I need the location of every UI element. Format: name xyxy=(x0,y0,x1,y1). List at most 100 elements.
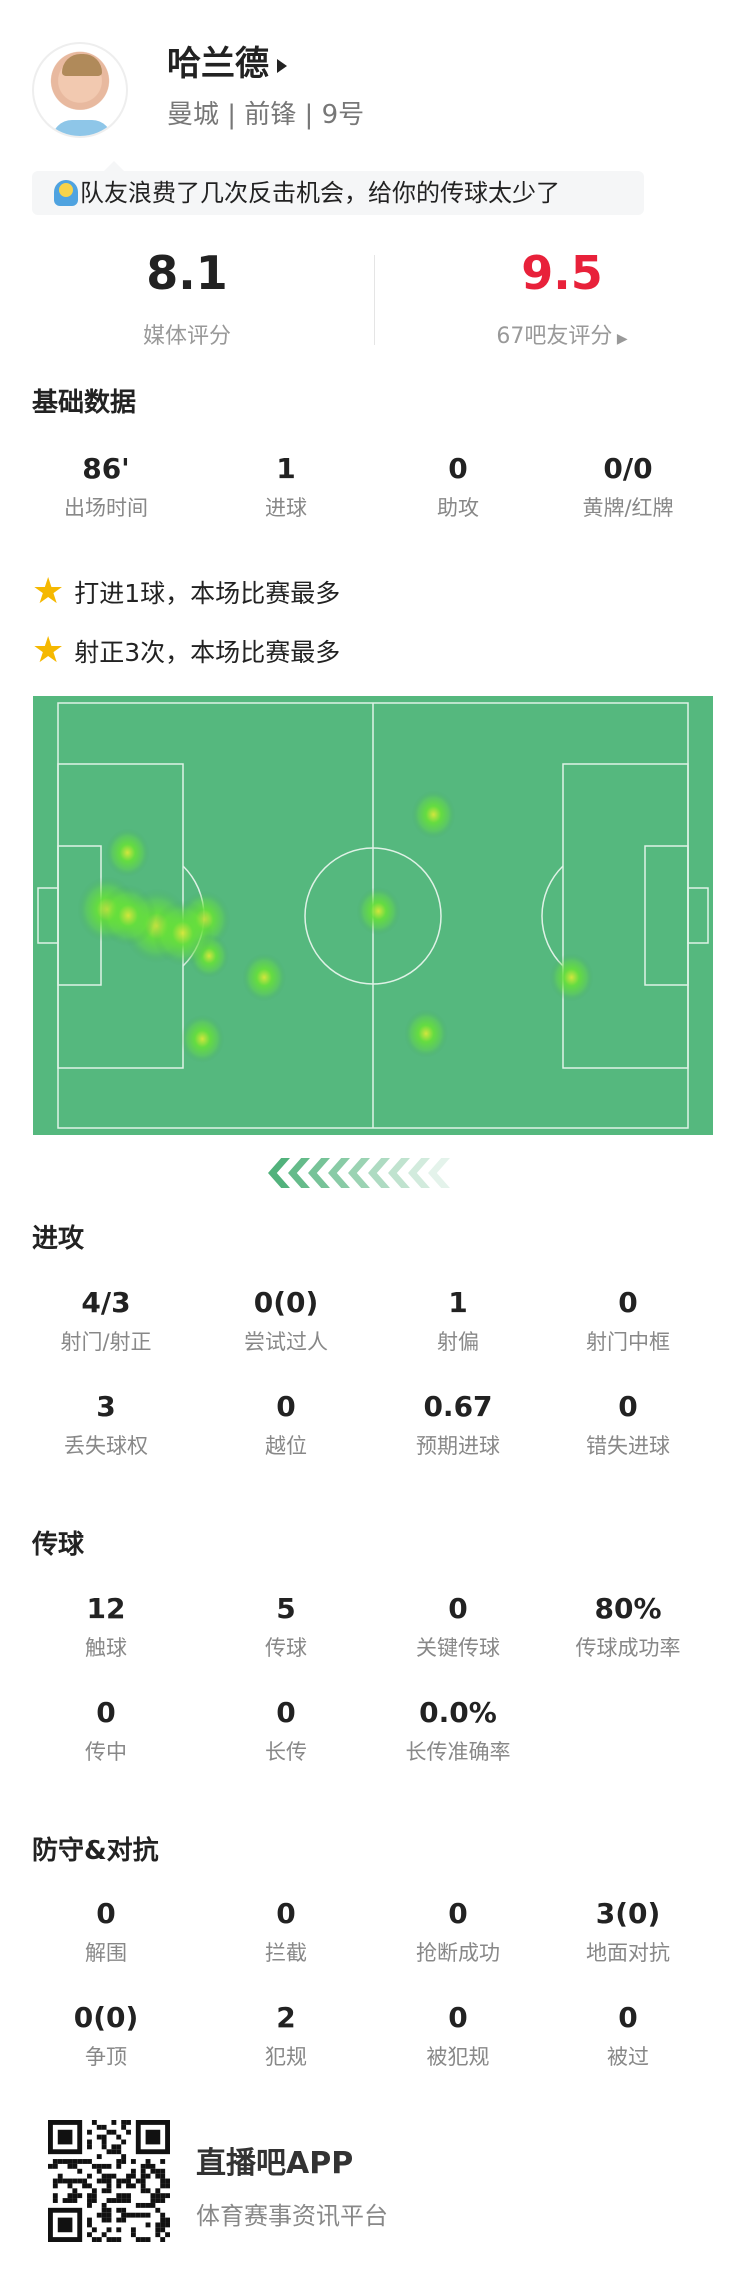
fan-rating: 9.5 xyxy=(521,246,603,300)
attack-direction-arrows xyxy=(268,1158,450,1188)
stat-label: 尝试过人 xyxy=(244,1330,328,1354)
stat-value: 0/0 xyxy=(603,452,653,485)
heat-spot xyxy=(549,953,594,1002)
stat-label: 犯规 xyxy=(265,2045,307,2069)
heat-spot xyxy=(411,790,456,839)
stat-label: 传中 xyxy=(85,1740,127,1764)
stat-value: 0 xyxy=(448,1592,468,1625)
highlight-text: 射正3次，本场比赛最多 xyxy=(74,638,341,667)
stat-label: 射门中框 xyxy=(586,1330,670,1354)
stat-value: 0 xyxy=(448,1897,468,1930)
app-slogan: 体育赛事资讯平台 xyxy=(196,2202,388,2230)
stat-value: 12 xyxy=(86,1592,126,1625)
heat-spot xyxy=(180,1014,225,1064)
media-rating: 8.1 xyxy=(146,246,228,300)
stat-label: 射门/射正 xyxy=(60,1330,152,1354)
stat-label: 丢失球权 xyxy=(64,1434,148,1458)
chevron-left-icon xyxy=(388,1158,410,1188)
stat-value: 2 xyxy=(276,2001,296,2034)
stat-value: 1 xyxy=(448,1286,468,1319)
section-title-attack: 进攻 xyxy=(32,1224,85,1254)
stat-value: 0 xyxy=(618,2001,638,2034)
stat-label: 抢断成功 xyxy=(416,1941,500,1965)
stat-value: 80% xyxy=(594,1592,662,1625)
stat-value: 0(0) xyxy=(253,1286,319,1319)
chevron-left-icon xyxy=(328,1158,350,1188)
stat-value: 0 xyxy=(448,452,468,485)
stat-label: 关键传球 xyxy=(416,1636,500,1660)
chevron-left-icon xyxy=(268,1158,290,1188)
stat-value: 5 xyxy=(276,1592,296,1625)
highlight-text: 打进1球，本场比赛最多 xyxy=(74,579,341,608)
chevron-left-icon xyxy=(408,1158,430,1188)
player-name: 哈兰德 xyxy=(167,44,269,84)
stat-label: 出场时间 xyxy=(64,496,148,520)
stat-label: 地面对抗 xyxy=(586,1941,670,1965)
stat-label: 触球 xyxy=(85,1636,127,1660)
stat-value: 0.67 xyxy=(423,1390,493,1423)
divider xyxy=(374,255,375,345)
chevron-left-icon xyxy=(428,1158,450,1188)
stat-label: 助攻 xyxy=(437,496,479,520)
heat-spot xyxy=(152,900,213,967)
stat-label: 解围 xyxy=(85,1941,127,1965)
player-avatar[interactable] xyxy=(32,42,128,138)
chevron-left-icon xyxy=(288,1158,310,1188)
stat-value: 0 xyxy=(618,1286,638,1319)
heat-spot xyxy=(404,1009,449,1058)
player-name-link[interactable]: 哈兰德 xyxy=(167,36,287,85)
caret-right-icon: ▶ xyxy=(612,331,628,347)
chevron-left-icon xyxy=(348,1158,370,1188)
chevron-left-icon xyxy=(308,1158,330,1188)
stat-label: 传球 xyxy=(265,1636,307,1660)
stat-value: 3(0) xyxy=(595,1897,661,1930)
stat-label: 越位 xyxy=(265,1434,307,1458)
stat-label: 进球 xyxy=(265,496,307,520)
stat-label: 错失进球 xyxy=(586,1434,670,1458)
stat-value: 0 xyxy=(96,1696,116,1729)
stat-label: 射偏 xyxy=(437,1330,479,1354)
stat-value: 0 xyxy=(448,2001,468,2034)
stat-label: 预期进球 xyxy=(416,1434,500,1458)
stat-value: 0 xyxy=(276,1897,296,1930)
stat-value: 4/3 xyxy=(81,1286,131,1319)
stat-label: 被过 xyxy=(607,2045,649,2069)
emoji-icon xyxy=(54,180,78,206)
stat-label: 拦截 xyxy=(265,1941,307,1965)
caret-right-icon xyxy=(277,58,287,73)
stat-label: 长传准确率 xyxy=(405,1740,511,1764)
star-icon: ★ xyxy=(32,571,65,612)
app-name: 直播吧APP xyxy=(196,2146,354,2181)
heatmap-pitch xyxy=(33,696,713,1135)
stat-label: 传球成功率 xyxy=(575,1636,681,1660)
player-subtitle: 曼城 | 前锋 | 9号 xyxy=(167,100,365,130)
heat-spot xyxy=(356,886,401,936)
star-icon: ★ xyxy=(32,630,65,671)
stat-label: 被犯规 xyxy=(426,2045,490,2069)
media-rating-label: 媒体评分 xyxy=(142,324,231,349)
heat-spot xyxy=(242,953,287,1002)
stat-label: 黄牌/红牌 xyxy=(582,496,674,520)
chevron-left-icon xyxy=(368,1158,390,1188)
stat-value: 0.0% xyxy=(419,1696,497,1729)
section-title-basic: 基础数据 xyxy=(32,388,137,418)
highlight-item: ★ 射正3次，本场比赛最多 xyxy=(32,633,340,669)
section-title-passing: 传球 xyxy=(32,1530,85,1560)
heat-spots xyxy=(77,790,594,1064)
stat-label: 争顶 xyxy=(85,2045,127,2069)
stat-value: 3 xyxy=(96,1390,116,1423)
stat-value: 0(0) xyxy=(73,2001,139,2034)
stat-value: 0 xyxy=(618,1390,638,1423)
section-title-defense: 防守&对抗 xyxy=(32,1836,159,1866)
comment-bubble: 队友浪费了几次反击机会，给你的传球太少了 xyxy=(32,161,644,215)
stat-label: 长传 xyxy=(265,1740,307,1764)
stat-value: 0 xyxy=(276,1696,296,1729)
stat-value: 0 xyxy=(96,1897,116,1930)
qr-code xyxy=(48,2120,170,2242)
stat-value: 0 xyxy=(276,1390,296,1423)
highlight-item: ★ 打进1球，本场比赛最多 xyxy=(32,574,340,610)
heat-spot xyxy=(100,884,157,947)
stat-value: 86' xyxy=(82,452,130,485)
fan-rating-label: 67吧友评分 xyxy=(496,324,613,349)
fan-rating-link[interactable]: 67吧友评分 ▶ xyxy=(375,318,749,350)
